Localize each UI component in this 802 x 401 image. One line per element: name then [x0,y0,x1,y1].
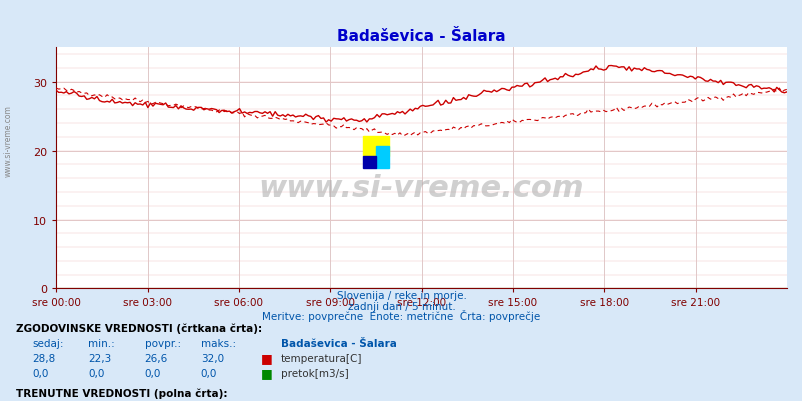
Text: 0,0: 0,0 [88,369,104,379]
Text: 22,3: 22,3 [88,353,111,363]
Text: pretok[m3/s]: pretok[m3/s] [281,369,348,379]
Text: maks.:: maks.: [200,338,236,348]
Text: ■: ■ [261,367,273,379]
Text: 0,0: 0,0 [200,369,217,379]
Text: www.si-vreme.com: www.si-vreme.com [258,173,584,202]
Text: 28,8: 28,8 [32,353,55,363]
Bar [363,137,388,156]
Text: 32,0: 32,0 [200,353,224,363]
Text: 26,6: 26,6 [144,353,168,363]
Text: Meritve: povprečne  Enote: metrične  Črta: povprečje: Meritve: povprečne Enote: metrične Črta:… [262,309,540,321]
Title: Badaševica - Šalara: Badaševica - Šalara [337,29,505,44]
Bar [363,156,376,168]
Text: www.si-vreme.com: www.si-vreme.com [4,105,13,176]
Text: 0,0: 0,0 [32,369,48,379]
Text: zadnji dan / 5 minut.: zadnji dan / 5 minut. [347,301,455,311]
Text: 0,0: 0,0 [144,369,160,379]
Text: TRENUTNE VREDNOSTI (polna črta):: TRENUTNE VREDNOSTI (polna črta): [16,387,227,398]
Text: Slovenija / reke in morje.: Slovenija / reke in morje. [336,291,466,301]
Text: temperatura[C]: temperatura[C] [281,353,362,363]
Text: povpr.:: povpr.: [144,338,180,348]
Bar [376,147,388,168]
Text: min.:: min.: [88,338,115,348]
Text: ZGODOVINSKE VREDNOSTI (črtkana črta):: ZGODOVINSKE VREDNOSTI (črtkana črta): [16,322,262,333]
Text: Badaševica - Šalara: Badaševica - Šalara [281,338,396,348]
Text: ■: ■ [261,351,273,364]
Text: sedaj:: sedaj: [32,338,63,348]
